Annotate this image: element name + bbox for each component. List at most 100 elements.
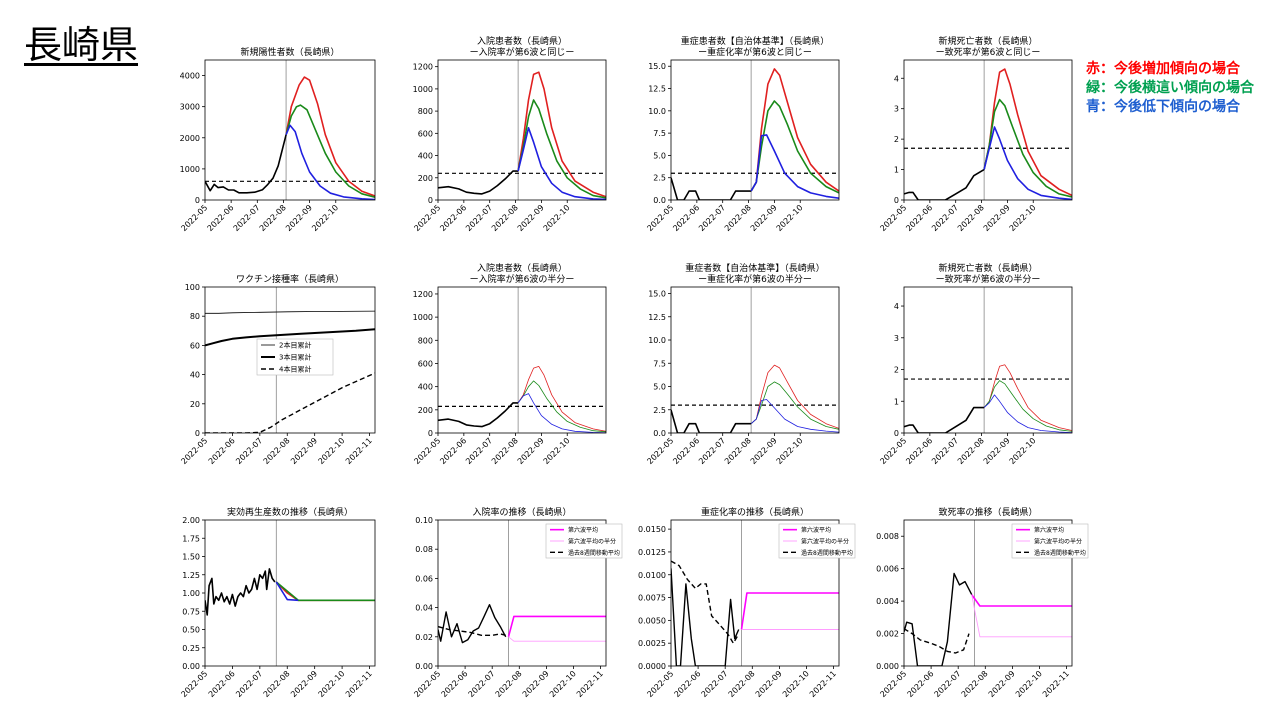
x-tick-label: 2022-05 xyxy=(179,669,209,699)
chart-title: ー致死率が第6波の半分ー xyxy=(936,273,1041,285)
x-tick-label: 2022-07 xyxy=(700,669,730,699)
series-line-red xyxy=(517,71,606,198)
x-tick-label: 2022-05 xyxy=(645,669,675,699)
x-tick-label: 2022-05 xyxy=(878,436,908,466)
x-tick-label: 2022-08 xyxy=(490,203,520,233)
page-title: 長崎県 xyxy=(24,23,139,67)
series-line-black xyxy=(438,170,519,195)
legend-label: 第六波平均 xyxy=(568,526,598,534)
chart-title: ー入院率が第6波と同じー xyxy=(470,46,575,58)
chart-c3: 重症患者数【自治体基準】（長崎県）ー重症化率が第6波と同じー 0.0 2.5 5.0 7… xyxy=(645,35,840,233)
plot-area xyxy=(671,287,839,433)
x-tick-label: 2022-09 xyxy=(749,203,779,233)
x-tick-label: 2022-11 xyxy=(808,669,838,699)
chart-title: ワクチン接種率（長崎県） xyxy=(236,273,344,285)
chart-c5: ワクチン接種率（長崎県）0204060801002022-052022-0620… xyxy=(179,273,376,466)
y-tick-label: 15.0 xyxy=(648,290,666,299)
y-tick-label: 0.04 xyxy=(415,604,433,613)
y-tick-label: 0.0 xyxy=(653,196,666,205)
y-tick-label: 0 xyxy=(195,429,200,438)
y-tick-label: 1.25 xyxy=(182,571,200,580)
x-tick-label: 2022-05 xyxy=(645,203,675,233)
y-tick-label: 1 xyxy=(894,397,899,406)
y-tick-label: 4 xyxy=(894,74,899,83)
y-tick-label: 2.5 xyxy=(653,406,666,415)
plot-frame xyxy=(437,59,607,201)
chart-c11: 重症化率の推移（長崎県） 0.0000 0.0025 0.0050 0.0075 0.01… xyxy=(638,506,856,699)
series-line-black xyxy=(205,310,375,314)
plot-area xyxy=(904,60,1072,200)
y-tick-label: 1.75 xyxy=(182,534,200,543)
plot-frame xyxy=(670,519,840,667)
series-line-red xyxy=(275,581,375,602)
x-tick-label: 2022-11 xyxy=(1041,669,1071,699)
legend-label: 第六波平均 xyxy=(1034,526,1064,534)
plot-area xyxy=(671,520,839,666)
chart-c7: 重症者数【自治体基準】（長崎県）ー重症化率が第6波の半分ー 0.0 2.5 5.0 7.… xyxy=(645,262,840,466)
legend-label: 3本目累計 xyxy=(279,353,311,362)
chart-title: 入院率の推移（長崎県） xyxy=(472,506,571,518)
x-tick-label: 2022-08 xyxy=(494,669,524,699)
x-tick-label: 2022-10 xyxy=(548,669,578,699)
x-tick-label: 2022-10 xyxy=(310,203,340,233)
y-tick-label: 0.00 xyxy=(415,662,433,671)
x-tick-label: 2022-05 xyxy=(412,669,442,699)
y-tick-label: 1.50 xyxy=(182,553,200,562)
y-tick-label: 4000 xyxy=(180,72,200,81)
chart-c10: 入院率の推移（長崎県） 0.00 0.02 0.04 0.06 0.08 0.10 2022-… xyxy=(412,506,623,699)
legend-label: 2本目累計 xyxy=(279,341,311,350)
chart-c4: 新規死亡者数（長崎県）ー致死率が第6波と同じー012342022-052022-… xyxy=(878,35,1073,233)
chart-c6: 入院患者数（長崎県）ー入院率が第6波の半分ー 0 200 400 600 800 1000 1… xyxy=(412,262,607,466)
y-tick-label: 3 xyxy=(894,334,899,343)
x-tick-label: 2022-10 xyxy=(542,203,572,233)
legend-label: 第六波平均 xyxy=(801,526,831,534)
x-tick-label: 2022-09 xyxy=(987,669,1017,699)
x-tick-label: 2022-08 xyxy=(956,203,986,233)
y-tick-label: 0.06 xyxy=(415,574,433,583)
y-tick-label: 4 xyxy=(894,302,899,311)
series-line-black xyxy=(438,604,507,644)
y-tick-label: 0.50 xyxy=(182,626,200,635)
series-line-black xyxy=(671,409,752,433)
y-tick-label: 2 xyxy=(894,366,899,375)
legend-label: 過去8週間移動平均 xyxy=(568,549,620,557)
y-tick-label: 0.02 xyxy=(415,633,433,642)
y-tick-label: 0.000 xyxy=(876,662,899,671)
x-tick-label: 2022-09 xyxy=(982,436,1012,466)
legend-label: 第六波平均の半分 xyxy=(801,538,849,546)
y-tick-label: 2.00 xyxy=(182,516,200,525)
y-tick-label: 5.0 xyxy=(653,383,666,392)
y-tick-label: 0.008 xyxy=(876,532,899,541)
y-tick-label: 400 xyxy=(418,152,433,161)
series-line-red xyxy=(983,68,1072,197)
x-tick-label: 2022-07 xyxy=(464,203,494,233)
x-tick-label: 2022-06 xyxy=(438,203,468,233)
chart-title: ー致死率が第6波と同じー xyxy=(936,46,1041,58)
plot-frame xyxy=(903,59,1073,201)
y-tick-label: 800 xyxy=(418,336,433,345)
chart-title: 重症患者数【自治体基準】（長崎県） xyxy=(681,35,830,47)
x-tick-label: 2022-07 xyxy=(697,436,727,466)
y-tick-label: 5.0 xyxy=(653,151,666,160)
plot-area xyxy=(438,287,606,433)
y-tick-label: 3 xyxy=(894,105,899,114)
series-line-green xyxy=(285,104,375,198)
x-tick-label: 2022-10 xyxy=(542,436,572,466)
y-tick-label: 15.0 xyxy=(648,62,666,71)
series-line-red xyxy=(983,364,1072,431)
series-line-magenta xyxy=(740,592,839,630)
y-tick-label: 0.002 xyxy=(876,630,899,639)
plot-area xyxy=(438,60,606,200)
chart-title: 重症者数【自治体基準】（長崎県） xyxy=(685,262,825,274)
y-tick-label: 600 xyxy=(418,359,433,368)
series-line-green xyxy=(983,380,1072,432)
series-line-red xyxy=(517,365,606,432)
x-tick-label: 2022-09 xyxy=(749,436,779,466)
chart-title: 新規死亡者数（長崎県） xyxy=(938,262,1037,274)
y-tick-label: 80 xyxy=(190,312,200,321)
y-tick-label: 0.004 xyxy=(876,597,899,606)
chart-legend: 2本目累計 3本目累計 4本目累計 xyxy=(256,338,334,376)
series-line-blue xyxy=(750,134,839,199)
